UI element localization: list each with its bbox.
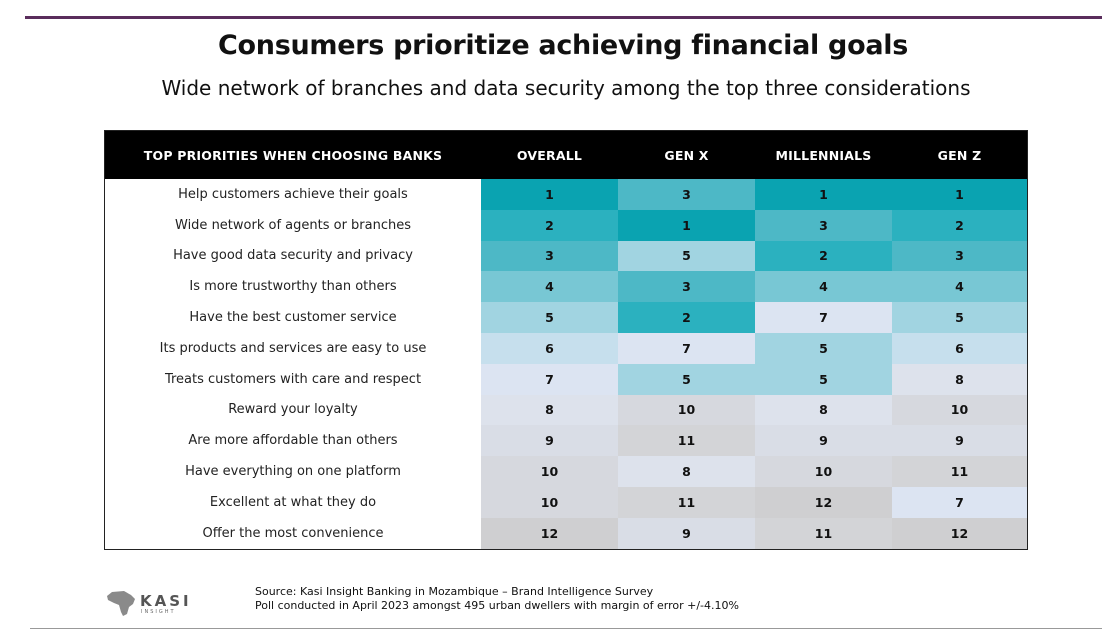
rank-cell-gen-z: 12 — [892, 517, 1027, 549]
rank-cell-gen-x: 3 — [618, 179, 755, 210]
priority-label: Have good data security and privacy — [105, 240, 481, 272]
table-body: Help customers achieve their goals 1 3 1 1 Wi… — [105, 179, 1027, 549]
rank-cell-gen-z: 8 — [892, 363, 1027, 395]
table-row: Have good data security and privacy 3 5 2 3 — [105, 240, 1027, 272]
rank-cell-gen-x: 7 — [618, 332, 755, 364]
rank-cell-gen-x: 1 — [618, 209, 755, 241]
rank-cell-overall: 3 — [481, 240, 618, 272]
table-row: Treats customers with care and respect 7 5… — [105, 363, 1027, 395]
logo-wordmark: KASI — [140, 592, 192, 610]
rank-cell-gen-z: 3 — [892, 240, 1027, 272]
rank-cell-gen-z: 9 — [892, 425, 1027, 457]
chart-subtitle: Wide network of branches and data securi… — [161, 76, 971, 100]
rank-cell-gen-x: 2 — [618, 302, 755, 333]
source-note: Source: Kasi Insight Banking in Mozambiq… — [255, 585, 739, 613]
table-header-row: TOP PRIORITIES WHEN CHOOSING BANKS OVERA… — [105, 131, 1027, 179]
rank-cell-overall: 12 — [481, 517, 618, 549]
rank-cell-gen-x: 3 — [618, 271, 755, 303]
priority-label: Wide network of agents or branches — [105, 209, 481, 241]
priority-label: Is more trustworthy than others — [105, 271, 481, 303]
top-divider — [25, 16, 1102, 19]
source-line-1: Source: Kasi Insight Banking in Mozambiq… — [255, 585, 654, 598]
rank-cell-millennials: 7 — [755, 302, 892, 333]
table-row: Its products and services are easy to us… — [105, 332, 1027, 364]
table-row: Help customers achieve their goals 1 3 1 1 — [105, 179, 1027, 210]
column-header-overall: OVERALL — [481, 131, 618, 179]
table-row: Have the best customer service 5 2 7 5 — [105, 302, 1027, 333]
table-row: Excellent at what they do 10 11 12 7 — [105, 486, 1027, 518]
rank-cell-overall: 2 — [481, 209, 618, 241]
rank-cell-gen-x: 10 — [618, 394, 755, 426]
table-row: Are more affordable than others 9 11 9 9 — [105, 425, 1027, 457]
rank-cell-gen-z: 5 — [892, 302, 1027, 333]
priority-label: Excellent at what they do — [105, 486, 481, 518]
rank-cell-overall: 9 — [481, 425, 618, 457]
priority-label: Help customers achieve their goals — [105, 179, 481, 210]
table-row: Reward your loyalty 8 10 8 10 — [105, 394, 1027, 426]
rank-cell-overall: 6 — [481, 332, 618, 364]
rank-cell-overall: 8 — [481, 394, 618, 426]
rank-cell-millennials: 10 — [755, 456, 892, 487]
priorities-table: TOP PRIORITIES WHEN CHOOSING BANKS OVERA… — [105, 131, 1027, 549]
rank-cell-millennials: 2 — [755, 240, 892, 272]
chart-title: Consumers prioritize achieving financial… — [218, 30, 908, 61]
rank-cell-millennials: 11 — [755, 517, 892, 549]
rank-cell-overall: 5 — [481, 302, 618, 333]
priority-label: Are more affordable than others — [105, 425, 481, 457]
column-header-gen-z: GEN Z — [892, 131, 1027, 179]
rank-cell-overall: 4 — [481, 271, 618, 303]
rank-cell-overall: 1 — [481, 179, 618, 210]
table-row: Wide network of agents or branches 2 1 3 2 — [105, 209, 1027, 241]
bottom-divider — [30, 628, 1102, 629]
kasi-africa-logo-icon — [107, 591, 135, 616]
rank-cell-gen-x: 8 — [618, 456, 755, 487]
rank-cell-overall: 10 — [481, 456, 618, 487]
priority-label: Its products and services are easy to us… — [105, 332, 481, 364]
priority-label: Have everything on one platform — [105, 456, 481, 487]
table-row: Is more trustworthy than others 4 3 4 4 — [105, 271, 1027, 303]
rank-cell-gen-z: 7 — [892, 486, 1027, 518]
rank-cell-millennials: 1 — [755, 179, 892, 210]
rank-cell-gen-x: 11 — [618, 486, 755, 518]
priorities-table-wrapper: TOP PRIORITIES WHEN CHOOSING BANKS OVERA… — [104, 130, 1028, 550]
rank-cell-gen-x: 9 — [618, 517, 755, 549]
rank-cell-millennials: 5 — [755, 363, 892, 395]
rank-cell-overall: 7 — [481, 363, 618, 395]
rank-cell-gen-z: 11 — [892, 456, 1027, 487]
rank-cell-gen-x: 5 — [618, 240, 755, 272]
rank-cell-gen-x: 5 — [618, 363, 755, 395]
priority-label: Have the best customer service — [105, 302, 481, 333]
column-header-gen-x: GEN X — [618, 131, 755, 179]
rank-cell-gen-z: 1 — [892, 179, 1027, 210]
priority-label: Treats customers with care and respect — [105, 363, 481, 395]
source-line-2: Poll conducted in April 2023 amongst 495… — [255, 599, 739, 612]
rank-cell-gen-z: 2 — [892, 209, 1027, 241]
column-header-priority: TOP PRIORITIES WHEN CHOOSING BANKS — [105, 131, 481, 179]
table-row: Offer the most convenience 12 9 11 12 — [105, 517, 1027, 549]
logo-tagline: INSIGHT — [141, 609, 176, 615]
rank-cell-overall: 10 — [481, 486, 618, 518]
rank-cell-millennials: 8 — [755, 394, 892, 426]
rank-cell-gen-x: 11 — [618, 425, 755, 457]
rank-cell-gen-z: 6 — [892, 332, 1027, 364]
rank-cell-millennials: 3 — [755, 209, 892, 241]
priority-label: Reward your loyalty — [105, 394, 481, 426]
column-header-millennials: MILLENNIALS — [755, 131, 892, 179]
rank-cell-millennials: 4 — [755, 271, 892, 303]
rank-cell-millennials: 12 — [755, 486, 892, 518]
priority-label: Offer the most convenience — [105, 517, 481, 549]
rank-cell-gen-z: 4 — [892, 271, 1027, 303]
table-row: Have everything on one platform 10 8 10 11 — [105, 456, 1027, 487]
rank-cell-gen-z: 10 — [892, 394, 1027, 426]
rank-cell-millennials: 5 — [755, 332, 892, 364]
rank-cell-millennials: 9 — [755, 425, 892, 457]
